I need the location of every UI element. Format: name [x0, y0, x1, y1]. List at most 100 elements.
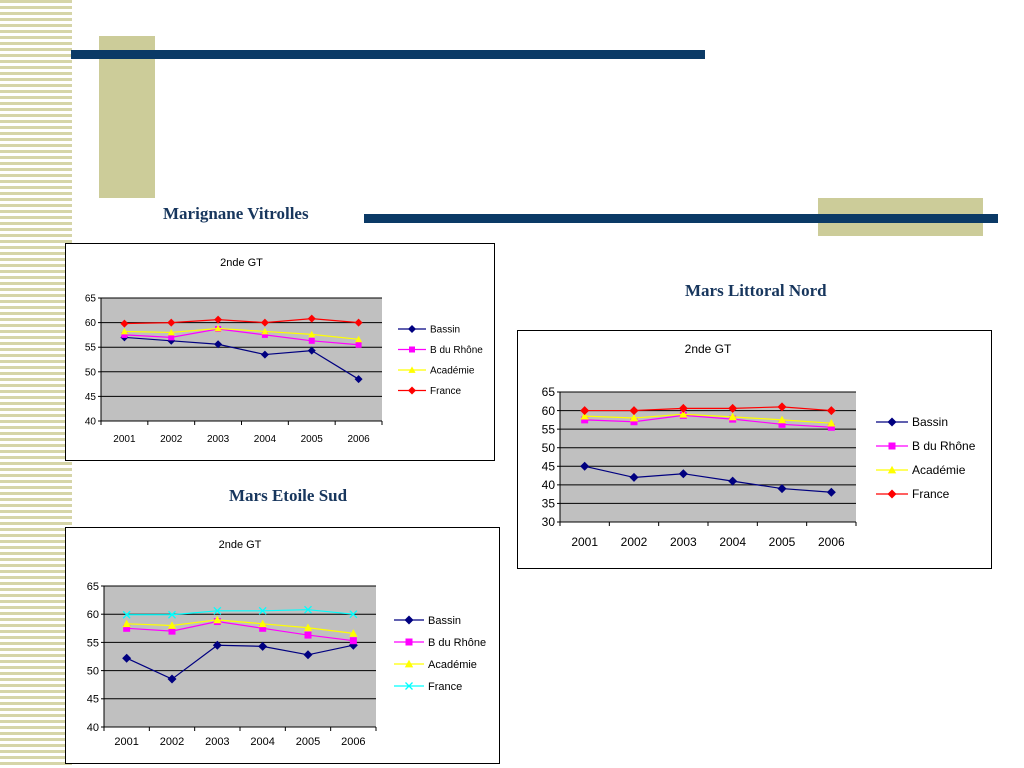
- legend-marker: [888, 442, 896, 450]
- data-point: [629, 413, 639, 422]
- y-tick-label: 65: [87, 581, 99, 593]
- chart-littoral-svg: 2nde GT 30 35 40 45 50 55 60 65 2001 2002 2003 2004 2…: [542, 342, 976, 549]
- x-tick-label: 2004: [254, 434, 277, 445]
- section-title-marignane: Marignane Vitrolles: [163, 204, 309, 223]
- data-point: [123, 624, 131, 632]
- legend-label: France: [430, 386, 462, 397]
- y-tick-label: 40: [85, 417, 97, 428]
- data-point: [214, 340, 223, 349]
- series-line-2: [124, 327, 359, 340]
- data-point: [728, 412, 737, 421]
- data-point: [826, 487, 836, 497]
- data-point: [678, 403, 688, 413]
- data-point: [213, 615, 222, 624]
- legend-label: B du Rhône: [912, 439, 976, 453]
- data-point: [120, 319, 129, 328]
- y-tick-label: 60: [85, 318, 97, 329]
- y-tick-label: 50: [85, 367, 97, 378]
- series-line-2: [126, 619, 354, 634]
- series-line-1: [584, 414, 832, 428]
- data-point: [778, 420, 786, 428]
- x-tick-label: 2005: [296, 736, 320, 748]
- decor-bar-mid: [364, 214, 998, 223]
- data-point: [260, 318, 269, 327]
- data-point: [349, 629, 358, 637]
- x-tick-label: 2005: [769, 535, 796, 549]
- data-point: [213, 606, 222, 615]
- data-point: [212, 640, 222, 650]
- series-line-0: [584, 465, 832, 493]
- data-point: [630, 418, 638, 426]
- data-point: [304, 605, 312, 614]
- data-point: [122, 610, 131, 619]
- chart-etoile: 2nde GT 40 45 50 55 60 65 2001 2002 2003 2004 2005 2…: [65, 527, 500, 764]
- data-point: [168, 627, 176, 635]
- series-line-0: [126, 644, 354, 680]
- data-point: [214, 324, 222, 332]
- data-point: [728, 403, 738, 413]
- data-point: [307, 314, 316, 323]
- data-point: [349, 637, 357, 645]
- decor-bar-top: [71, 50, 705, 59]
- series-line-3: [126, 609, 354, 616]
- data-point: [121, 331, 128, 338]
- data-point: [303, 623, 313, 632]
- y-tick-label: 60: [87, 609, 99, 621]
- x-tick-label: 2003: [205, 736, 229, 748]
- series-line-1: [126, 620, 354, 642]
- data-point: [349, 610, 358, 619]
- data-point: [258, 619, 267, 628]
- data-point: [167, 621, 177, 629]
- legend-marker: [405, 682, 413, 690]
- legend-marker: [409, 346, 415, 353]
- data-point: [355, 341, 362, 348]
- data-point: [168, 610, 176, 619]
- legend-marker: [408, 366, 416, 373]
- section-title-littoral: Mars Littoral Nord: [685, 281, 827, 300]
- legend-label: Bassin: [430, 325, 460, 336]
- data-point: [581, 416, 589, 424]
- x-tick-label: 2003: [207, 434, 230, 445]
- data-point: [259, 624, 267, 632]
- series-line-3: [124, 318, 359, 325]
- chart-marignane: 2nde GT 40 45 50 55 60 65 2001 2002 2003 2004 2005 2…: [65, 243, 495, 461]
- legend-marker: [887, 417, 897, 427]
- series-line-0: [124, 336, 359, 380]
- x-tick-label: 2006: [347, 434, 370, 445]
- legend-marker: [404, 659, 414, 668]
- data-point: [258, 606, 267, 615]
- data-point: [304, 631, 312, 639]
- y-tick-label: 45: [85, 392, 97, 403]
- x-tick-label: 2006: [818, 535, 845, 549]
- data-point: [777, 415, 787, 424]
- section-title-etoile: Mars Etoile Sud: [229, 486, 348, 505]
- x-tick-label: 2003: [670, 535, 697, 549]
- y-tick-label: 55: [85, 343, 97, 354]
- data-point: [826, 406, 836, 416]
- data-point: [354, 318, 363, 327]
- data-point: [354, 335, 363, 343]
- y-tick-label: 50: [542, 441, 556, 455]
- legend-label: France: [428, 681, 462, 693]
- legend-marker: [404, 615, 414, 625]
- data-point: [629, 406, 639, 416]
- plot-area: [101, 298, 382, 421]
- y-tick-label: 40: [542, 478, 556, 492]
- data-point: [303, 650, 313, 660]
- data-point: [777, 484, 787, 494]
- chart-marignane-svg: 2nde GT 40 45 50 55 60 65 2001 2002 2003 2004 2005 2…: [85, 257, 483, 445]
- y-tick-label: 35: [542, 497, 556, 511]
- chart-title: 2nde GT: [220, 257, 263, 269]
- x-tick-label: 2002: [160, 736, 184, 748]
- series-line-1: [124, 328, 359, 346]
- data-point: [122, 653, 132, 663]
- x-tick-label: 2006: [341, 736, 365, 748]
- legend-marker: [887, 465, 897, 474]
- data-point: [580, 411, 589, 420]
- plot-area: [104, 586, 376, 727]
- y-tick-label: 45: [87, 694, 99, 706]
- legend-label: Bassin: [912, 415, 948, 429]
- series-line-3: [584, 406, 832, 412]
- y-tick-label: 60: [542, 404, 556, 418]
- chart-title: 2nde GT: [685, 342, 732, 356]
